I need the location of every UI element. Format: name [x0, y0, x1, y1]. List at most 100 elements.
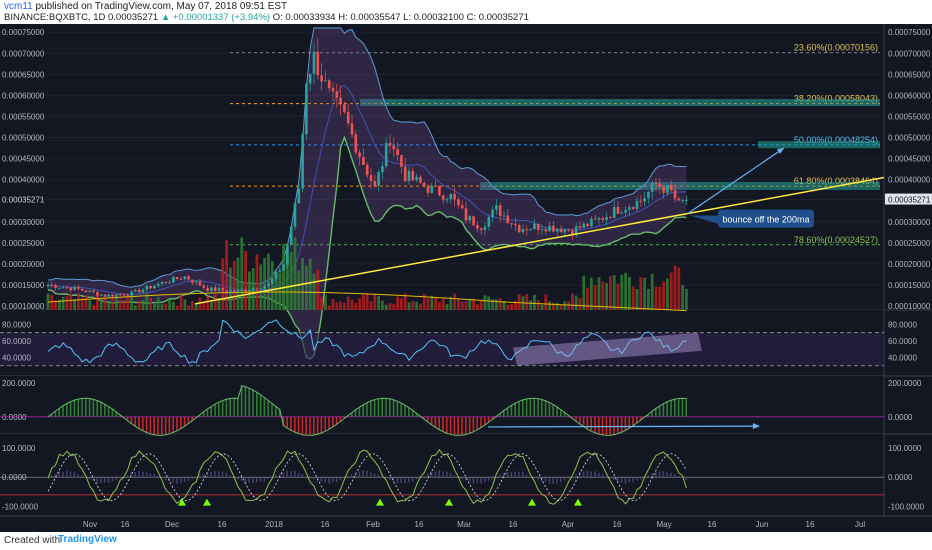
rsi-tick-right: 80.0000 — [888, 320, 917, 329]
price-tick-right: 0.00020000 — [888, 260, 931, 269]
macd-bar — [442, 416, 444, 432]
macd-bar — [92, 399, 95, 417]
stoch-hist-bar — [677, 476, 680, 478]
macd-bar — [647, 414, 649, 417]
candle-body — [681, 200, 684, 202]
macd-bar — [278, 409, 281, 417]
volume-bar — [555, 302, 559, 310]
volume-bar — [419, 303, 422, 310]
macd-bar — [396, 401, 399, 417]
macd-bar — [389, 398, 391, 417]
candle-body — [498, 205, 502, 217]
ohlc-values: O: 0.00033934 H: 0.00035547 L: 0.0003210… — [272, 12, 529, 23]
candle-body — [612, 207, 616, 218]
candle-body — [115, 294, 118, 297]
candle-body — [92, 290, 95, 293]
candle-body — [559, 229, 563, 233]
volume-bar — [354, 302, 358, 310]
x-axis-tick: 16 — [613, 520, 622, 529]
chart-header: vcm11 published on TradingView.com, May … — [0, 0, 932, 24]
macd-tick-right: 200.0000 — [888, 379, 922, 388]
stoch-hist-bar — [639, 477, 642, 480]
author-link[interactable]: vcm11 — [4, 1, 33, 12]
stoch-hist-bar — [552, 477, 554, 484]
candle-body — [487, 217, 491, 227]
stoch-hist-bar — [66, 470, 68, 478]
volume-bar — [179, 293, 183, 310]
stoch-buy-signal — [376, 498, 384, 506]
macd-bar — [358, 407, 361, 417]
candle-body — [369, 175, 373, 182]
stoch-hist-bar — [347, 475, 349, 478]
x-axis-tick: 16 — [321, 520, 330, 529]
stoch-hist-bar — [362, 470, 364, 478]
macd-bar — [305, 416, 307, 436]
candle-body — [654, 182, 658, 184]
stoch-buy-signal — [445, 498, 453, 506]
bollinger-lower — [47, 135, 687, 360]
volume-bar — [411, 301, 415, 310]
stoch-hist-bar — [624, 477, 627, 484]
volume-bar — [118, 299, 122, 310]
stoch-hist-bar — [484, 477, 486, 483]
candle-body — [650, 182, 654, 192]
stoch-hist-bar — [392, 477, 395, 482]
volume-bar — [517, 294, 521, 310]
candle-body — [346, 111, 350, 124]
macd-bar — [575, 416, 577, 422]
candle-body — [464, 208, 468, 221]
macd-bar — [328, 416, 330, 430]
macd-bar — [202, 411, 205, 417]
volume-bar — [422, 294, 426, 310]
stoch-hist-bar — [202, 473, 205, 478]
macd-bar — [85, 398, 87, 417]
volume-bar — [487, 296, 491, 310]
tradingview-logo[interactable]: TradingView — [58, 534, 117, 545]
candle-body — [168, 282, 171, 284]
macd-bar — [111, 409, 114, 417]
macd-bar — [248, 388, 250, 417]
volume-bar — [669, 272, 673, 310]
volume-bar — [327, 305, 331, 310]
macd-bar — [206, 408, 209, 417]
stoch-hist-bar — [563, 477, 566, 481]
x-axis-tick: Dec — [165, 520, 179, 529]
stoch-k-line — [47, 448, 687, 505]
candle-body — [88, 290, 92, 292]
volume-bar — [305, 265, 308, 310]
volume-bar — [438, 302, 441, 310]
candle-body — [502, 215, 506, 217]
stoch-hist-bar — [438, 470, 440, 478]
macd-bar — [73, 400, 76, 417]
macd-bar — [624, 416, 627, 431]
volume-bar — [316, 269, 320, 310]
volume-bar — [65, 295, 69, 310]
macd-bar — [119, 414, 121, 417]
trading-chart[interactable]: 0.00075000 0.00075000 0.00070000 0.00070000… — [0, 24, 932, 532]
rsi-tick-left: 40.0000 — [2, 353, 31, 362]
volume-bar — [506, 304, 510, 310]
price-tick-left: 0.00075000 — [2, 28, 45, 37]
stoch-hist-bar — [301, 474, 304, 478]
candle-body — [392, 145, 396, 150]
stoch-hist-bar — [411, 477, 414, 482]
stoch-hist-bar — [354, 473, 357, 478]
stoch-hist-bar — [176, 477, 178, 484]
macd-bar — [662, 403, 665, 417]
volume-bar — [346, 296, 350, 310]
candle-body — [517, 225, 521, 233]
volume-bar — [58, 299, 61, 310]
price-tick-right: 0.00030000 — [888, 218, 931, 227]
macd-bar — [434, 416, 437, 428]
candle-body — [430, 185, 434, 193]
volume-bar — [183, 299, 187, 310]
candle-body — [263, 286, 266, 289]
stoch-hist-bar — [655, 471, 657, 478]
macd-bar — [81, 398, 83, 417]
rsi-tick-right: 40.0000 — [888, 353, 917, 362]
macd-bar — [104, 404, 106, 417]
stoch-hist-bar — [195, 477, 197, 479]
volume-bar — [544, 294, 548, 310]
candle-body — [419, 176, 422, 183]
stoch-hist-bar — [256, 477, 258, 483]
